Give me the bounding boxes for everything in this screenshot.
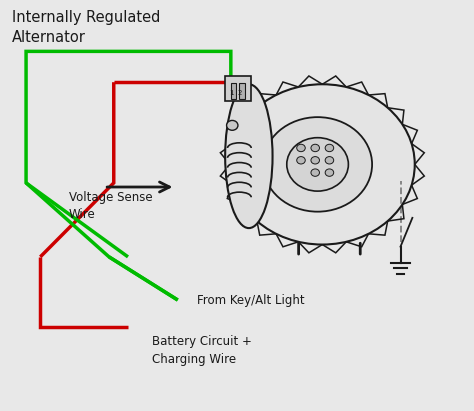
Bar xyxy=(239,83,245,99)
Text: Internally Regulated
Alternator: Internally Regulated Alternator xyxy=(12,10,160,45)
Ellipse shape xyxy=(225,84,273,228)
Circle shape xyxy=(325,157,334,164)
Circle shape xyxy=(297,144,305,152)
Circle shape xyxy=(325,169,334,176)
Text: 2: 2 xyxy=(237,90,242,96)
Text: Voltage Sense
Wire: Voltage Sense Wire xyxy=(69,191,152,220)
Circle shape xyxy=(297,157,305,164)
Circle shape xyxy=(227,120,238,130)
Circle shape xyxy=(311,144,319,152)
Circle shape xyxy=(311,169,319,176)
Text: From Key/Alt Light: From Key/Alt Light xyxy=(197,293,304,307)
Circle shape xyxy=(287,138,348,191)
Bar xyxy=(231,83,236,99)
Circle shape xyxy=(311,157,319,164)
Text: 1: 1 xyxy=(229,90,234,96)
Text: Battery Circuit +
Charging Wire: Battery Circuit + Charging Wire xyxy=(152,335,252,366)
Circle shape xyxy=(230,84,415,245)
Circle shape xyxy=(325,144,334,152)
Bar xyxy=(225,76,251,101)
Circle shape xyxy=(263,117,372,212)
